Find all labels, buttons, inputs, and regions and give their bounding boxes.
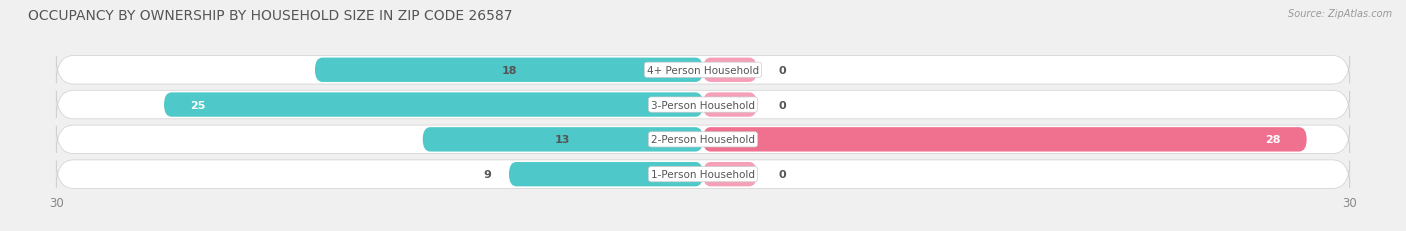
- FancyBboxPatch shape: [56, 91, 1350, 119]
- Text: 28: 28: [1265, 135, 1281, 145]
- Text: Source: ZipAtlas.com: Source: ZipAtlas.com: [1288, 9, 1392, 19]
- FancyBboxPatch shape: [315, 58, 703, 83]
- FancyBboxPatch shape: [703, 162, 756, 187]
- Text: 3-Person Household: 3-Person Household: [651, 100, 755, 110]
- FancyBboxPatch shape: [423, 128, 703, 152]
- Text: 2-Person Household: 2-Person Household: [651, 135, 755, 145]
- Text: 0: 0: [779, 100, 786, 110]
- FancyBboxPatch shape: [703, 128, 1306, 152]
- FancyBboxPatch shape: [165, 93, 703, 117]
- FancyBboxPatch shape: [703, 93, 756, 117]
- Text: 1-Person Household: 1-Person Household: [651, 169, 755, 179]
- FancyBboxPatch shape: [56, 160, 1350, 188]
- FancyBboxPatch shape: [509, 162, 703, 187]
- Text: 0: 0: [779, 169, 786, 179]
- Text: 18: 18: [501, 65, 517, 76]
- Text: OCCUPANCY BY OWNERSHIP BY HOUSEHOLD SIZE IN ZIP CODE 26587: OCCUPANCY BY OWNERSHIP BY HOUSEHOLD SIZE…: [28, 9, 513, 23]
- Text: 9: 9: [484, 169, 492, 179]
- Text: 0: 0: [779, 65, 786, 76]
- Text: 25: 25: [190, 100, 205, 110]
- FancyBboxPatch shape: [56, 56, 1350, 85]
- Text: 13: 13: [555, 135, 571, 145]
- FancyBboxPatch shape: [703, 58, 756, 83]
- Text: 4+ Person Household: 4+ Person Household: [647, 65, 759, 76]
- FancyBboxPatch shape: [56, 126, 1350, 154]
